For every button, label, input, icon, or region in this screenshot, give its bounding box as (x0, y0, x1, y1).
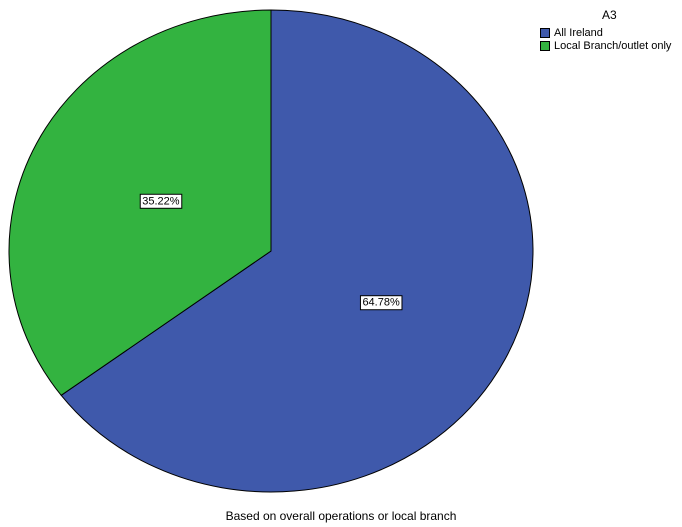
svg-text:35.22%: 35.22% (142, 195, 180, 207)
pie-slice-0 (60, 9, 534, 493)
chart-caption: Based on overall operations or local bra… (225, 509, 457, 523)
svg-text:64.78%: 64.78% (362, 297, 400, 309)
pie-data-labels: 64.78% 35.22% (139, 193, 403, 311)
legend: A3 All Ireland Local Branch/outlet only (540, 8, 671, 52)
legend-item-all-ireland: All Ireland (540, 26, 671, 39)
legend-title: A3 (602, 8, 617, 22)
pie-data-label-0: 64.78% (359, 295, 403, 311)
legend-label-all-ireland: All Ireland (554, 26, 603, 39)
legend-label-local-branch: Local Branch/outlet only (554, 39, 672, 52)
legend-swatch-local-branch (540, 40, 550, 51)
pie-data-label-1: 35.22% (139, 193, 183, 209)
legend-item-local-branch: Local Branch/outlet only (540, 39, 671, 52)
pie-slices (8, 9, 534, 493)
legend-swatch-all-ireland (540, 27, 550, 38)
